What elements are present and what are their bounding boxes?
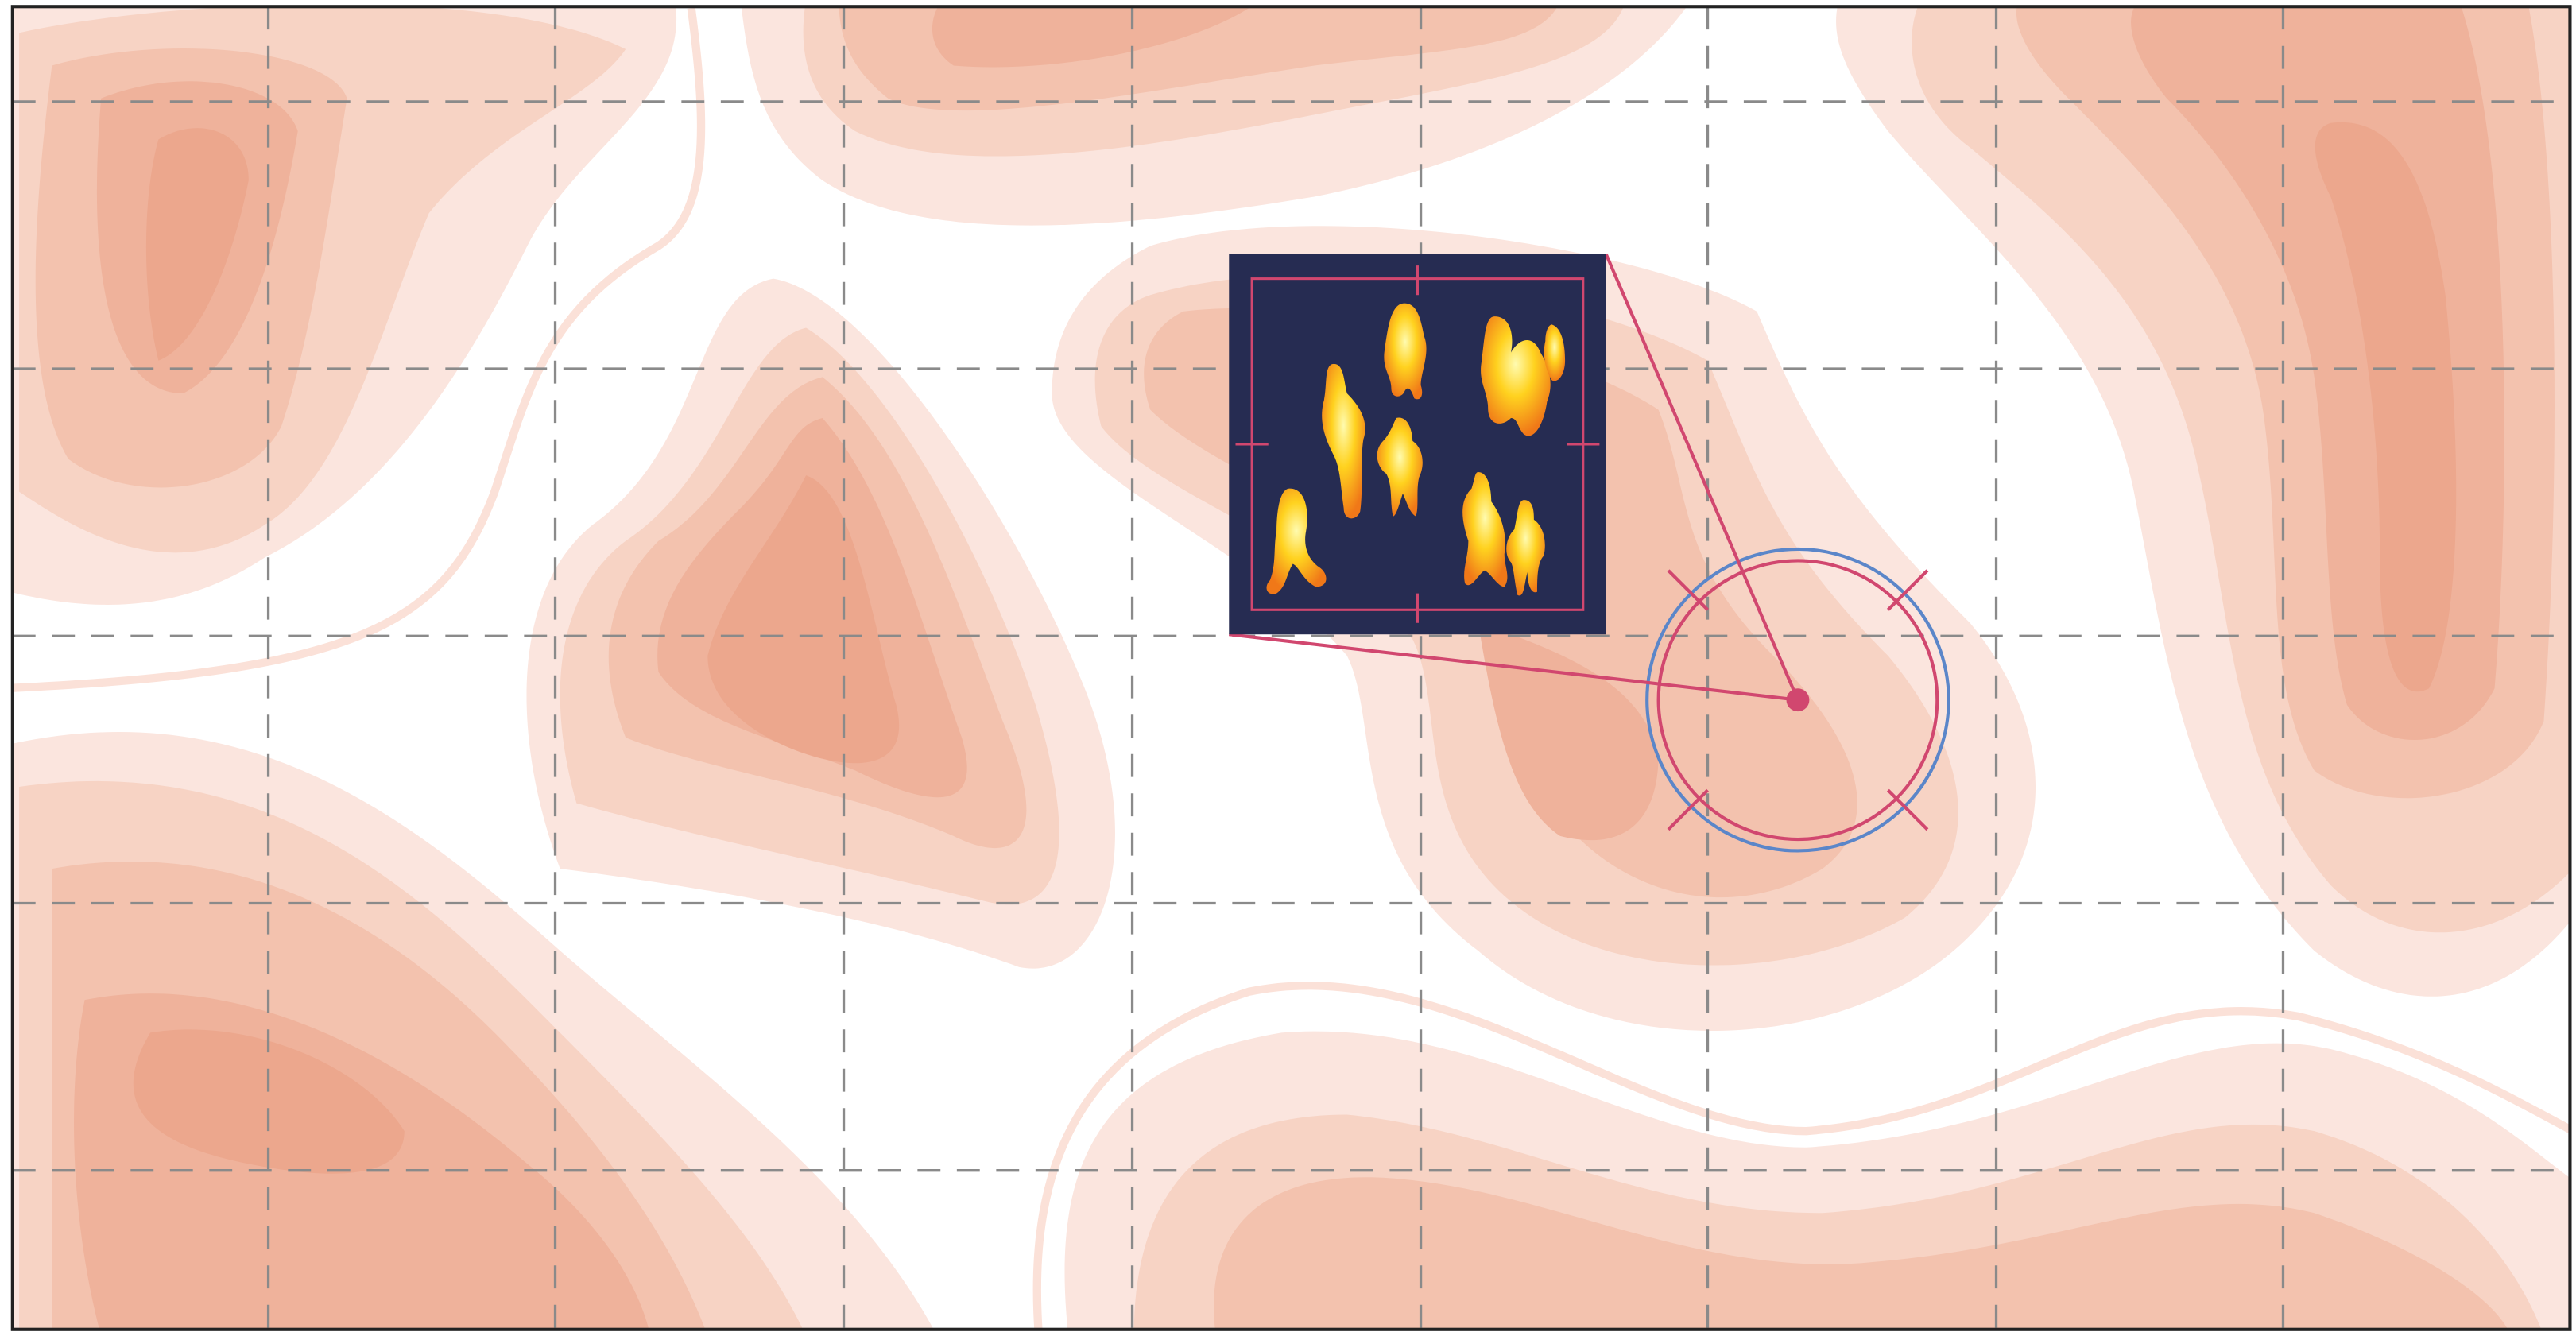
contour	[707, 475, 900, 764]
heat-figure	[1266, 488, 1327, 594]
leader-line	[1604, 253, 1799, 701]
inner-ring	[1656, 559, 1939, 842]
thermal-inset[interactable]	[1229, 254, 1606, 635]
heat-figure	[1462, 472, 1508, 587]
contour	[2315, 122, 2457, 692]
contour	[1214, 1177, 2508, 1330]
heat-figure	[1506, 500, 1545, 596]
contour	[133, 1029, 405, 1174]
isoline	[12, 7, 706, 692]
ring-ticks	[1667, 569, 1929, 831]
isoline	[1032, 982, 2570, 1330]
outer-ring	[1645, 547, 1950, 853]
inset-ticks	[1235, 265, 1600, 623]
heat-signatures	[1266, 303, 1566, 596]
leader-line	[1229, 633, 1799, 702]
map-border	[10, 5, 2572, 1331]
target-point	[1786, 688, 1810, 712]
contour	[145, 128, 249, 361]
heat-figure	[1481, 316, 1551, 436]
heat-figure	[1322, 363, 1365, 519]
contour	[1478, 622, 1659, 841]
contour	[932, 8, 1249, 68]
heat-figure	[1377, 417, 1423, 517]
heat-figure	[1384, 303, 1427, 400]
target[interactable]	[1229, 253, 1950, 853]
heat-figure	[1544, 324, 1566, 381]
